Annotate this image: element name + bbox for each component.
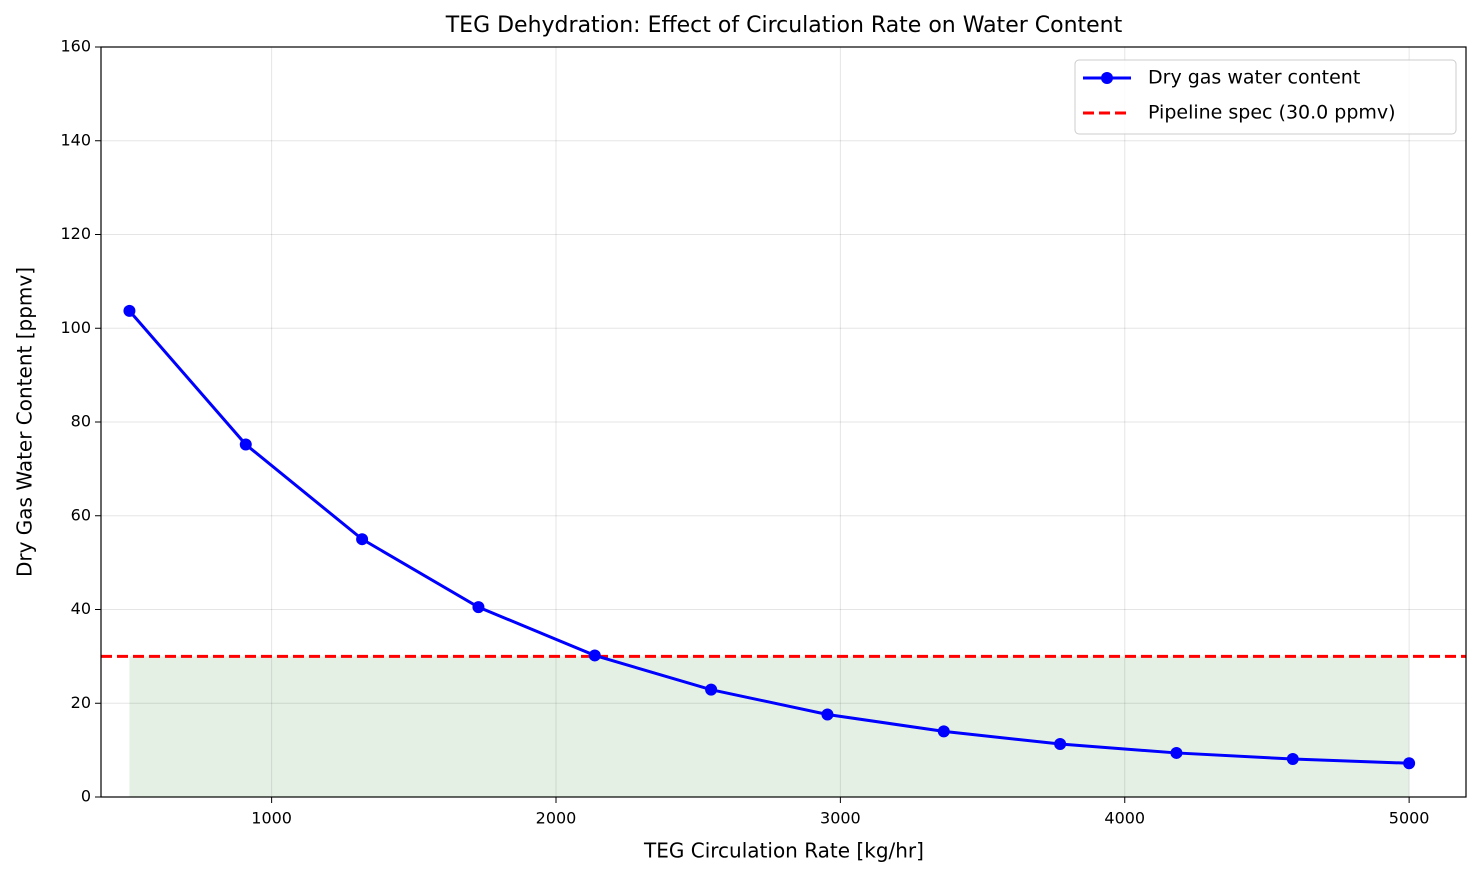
x-tick-label: 3000 — [820, 809, 861, 828]
data-point — [937, 725, 950, 738]
data-point — [1054, 738, 1067, 751]
y-axis-label: Dry Gas Water Content [ppmv] — [13, 267, 37, 577]
data-point — [588, 649, 601, 662]
legend-box — [1074, 59, 1457, 135]
y-tick-label: 20 — [71, 693, 91, 712]
legend-label: Dry gas water content — [1148, 67, 1360, 89]
data-point — [821, 708, 834, 721]
data-point — [356, 533, 369, 546]
y-tick-label: 100 — [60, 318, 91, 337]
legend-marker — [1101, 72, 1113, 84]
y-tick-label: 60 — [71, 505, 91, 524]
plot-frame — [100, 46, 1467, 798]
data-point — [1286, 753, 1299, 766]
x-tick-label: 1000 — [251, 809, 292, 828]
y-tick-label: 140 — [60, 130, 91, 149]
data-point — [472, 601, 485, 614]
x-tick-label: 2000 — [536, 809, 577, 828]
data-point — [123, 304, 136, 317]
data-point — [239, 438, 252, 451]
data-point — [705, 683, 718, 696]
x-tick-label: 5000 — [1389, 809, 1430, 828]
y-tick-label: 40 — [71, 599, 91, 618]
legend-label: Pipeline spec (30.0 ppmv) — [1148, 102, 1396, 124]
y-tick-label: 0 — [81, 787, 91, 806]
spec-region — [129, 656, 1410, 797]
y-tick-label: 160 — [60, 37, 91, 56]
data-line — [128, 309, 1410, 765]
chart-title: TEG Dehydration: Effect of Circulation R… — [445, 13, 1123, 38]
data-point — [1170, 746, 1183, 759]
data-point — [1403, 757, 1416, 770]
x-tick-label: 4000 — [1104, 809, 1145, 828]
y-tick-label: 80 — [71, 412, 91, 431]
x-axis-label: TEG Circulation Rate [kg/hr] — [643, 839, 924, 863]
y-tick-label: 120 — [60, 224, 91, 243]
